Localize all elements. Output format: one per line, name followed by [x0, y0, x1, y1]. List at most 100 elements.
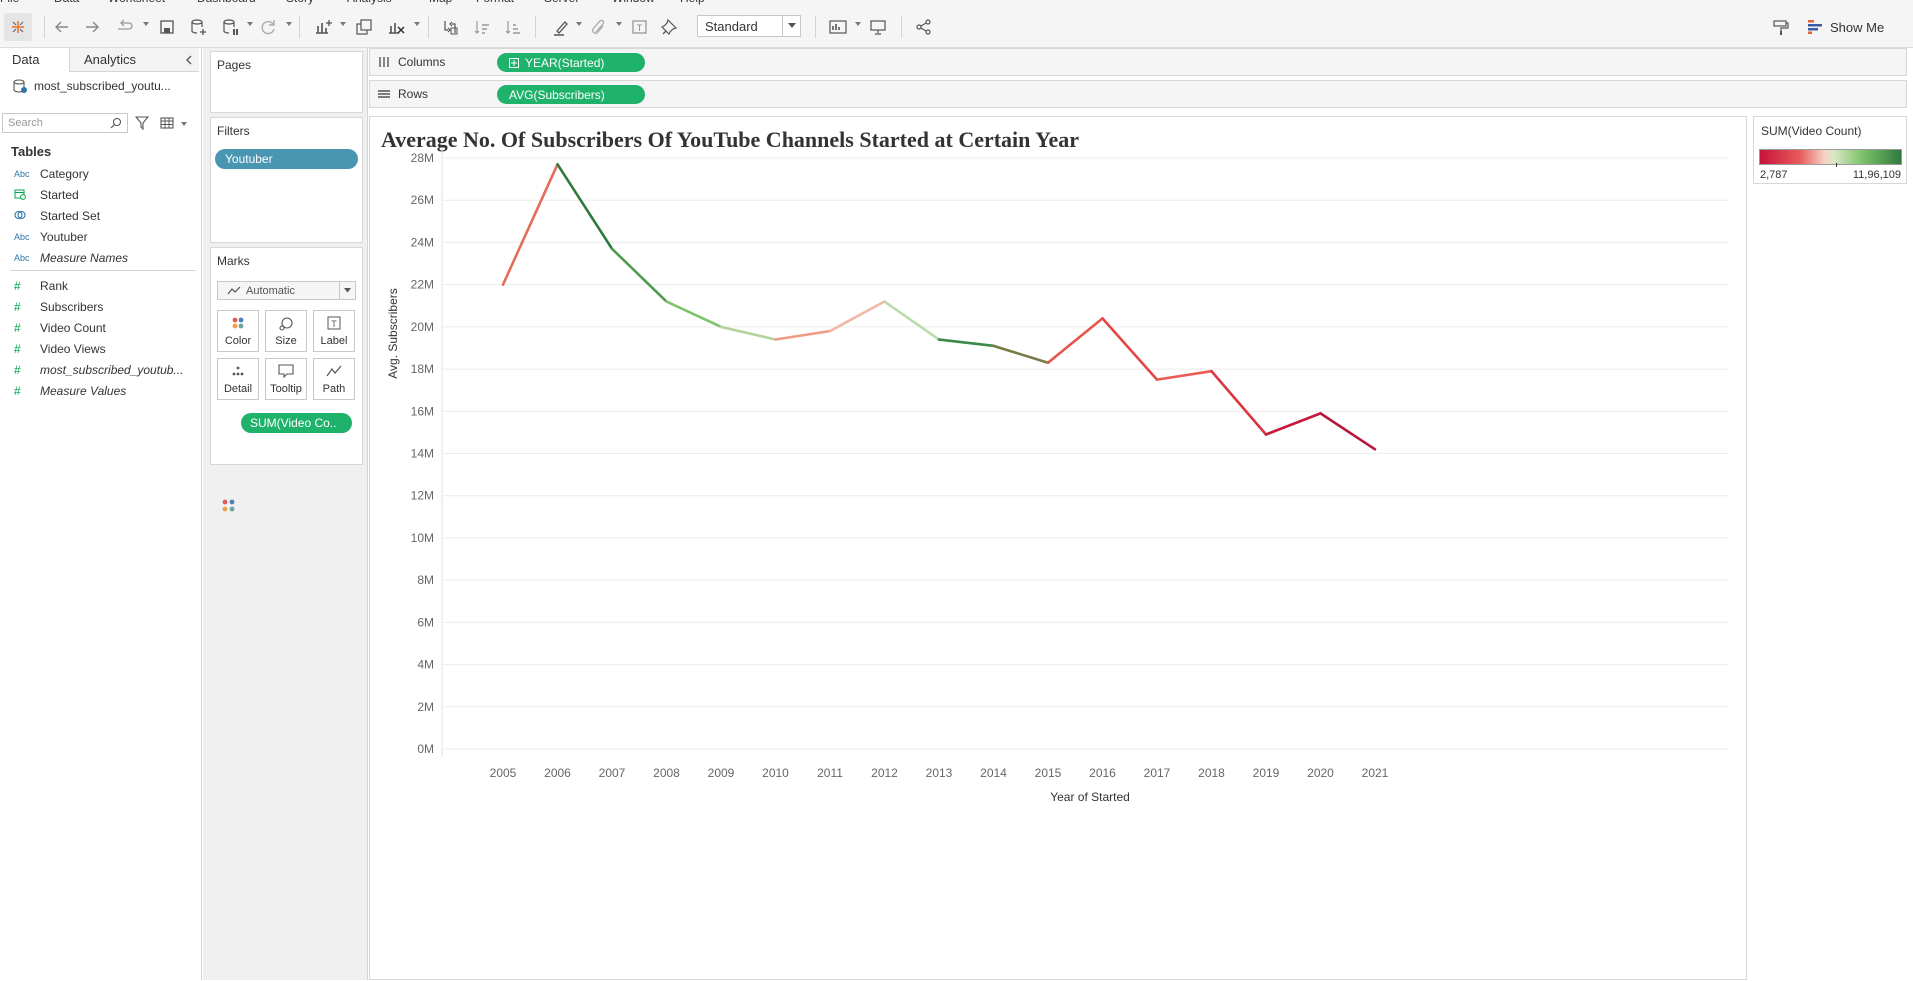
show-cards-icon[interactable]: [826, 15, 850, 39]
share-icon[interactable]: [912, 15, 936, 39]
save-icon[interactable]: [155, 15, 179, 39]
line-segment[interactable]: [610, 247, 668, 303]
line-segment[interactable]: [1319, 412, 1377, 451]
filter-icon[interactable]: [135, 116, 149, 130]
color-button[interactable]: Color: [217, 310, 259, 352]
new-worksheet-icon[interactable]: [311, 15, 335, 39]
view-options-caret[interactable]: [181, 122, 187, 126]
data-point[interactable]: [990, 342, 998, 350]
menu-item-map[interactable]: Map: [429, 0, 452, 5]
line-segment[interactable]: [1046, 317, 1104, 365]
line-segment[interactable]: [937, 338, 995, 348]
sort-descending-icon[interactable]: [501, 15, 525, 39]
field-youtuber[interactable]: Abc Youtuber: [0, 227, 200, 247]
rows-pill[interactable]: AVG(Subscribers): [497, 85, 645, 104]
group-icon[interactable]: [587, 15, 611, 39]
duplicate-icon[interactable]: [352, 15, 376, 39]
menu-item-story[interactable]: Story: [286, 0, 314, 5]
line-chart[interactable]: 0M 2M 4M 6M 8M 10M 12M 14M 16M 18M 20M 22M 24M 26M 28M…: [370, 117, 1748, 981]
data-point[interactable]: [608, 245, 616, 253]
field-rank[interactable]: # Rank: [0, 276, 200, 296]
search-input[interactable]: Search: [2, 113, 128, 133]
line-segment[interactable]: [501, 163, 559, 286]
field-record-count[interactable]: # most_subscribed_youtub...: [0, 360, 200, 380]
columns-shelf[interactable]: Columns YEAR(Started): [369, 48, 1907, 76]
field-video-views[interactable]: # Video Views: [0, 339, 200, 359]
color-field-pill[interactable]: SUM(Video Co..: [241, 413, 352, 433]
filters-card[interactable]: Filters Youtuber: [210, 117, 363, 243]
tableau-logo-icon[interactable]: [4, 13, 32, 41]
rows-shelf[interactable]: Rows AVG(Subscribers): [369, 80, 1907, 108]
line-segment[interactable]: [665, 300, 723, 329]
format-painter-icon[interactable]: [1769, 15, 1793, 39]
data-point[interactable]: [1099, 314, 1107, 322]
field-video-count[interactable]: # Video Count: [0, 318, 200, 338]
undo-icon[interactable]: [50, 15, 74, 39]
new-datasource-icon[interactable]: [186, 15, 210, 39]
field-started[interactable]: Started: [0, 185, 200, 205]
highlight-icon[interactable]: [549, 15, 573, 39]
size-button[interactable]: Size: [265, 310, 307, 352]
data-point[interactable]: [499, 281, 507, 289]
data-point[interactable]: [881, 298, 889, 306]
replay-icon[interactable]: [112, 15, 136, 39]
color-legend[interactable]: SUM(Video Count) 2,787 11,96,109: [1753, 116, 1907, 184]
path-button[interactable]: Path: [313, 358, 355, 400]
clear-sheet-icon[interactable]: [384, 15, 408, 39]
menu-item-help[interactable]: Help: [680, 0, 705, 5]
pages-card[interactable]: Pages: [210, 51, 363, 113]
filter-pill-youtuber[interactable]: Youtuber: [215, 149, 358, 169]
field-measure-values[interactable]: # Measure Values: [0, 381, 200, 401]
tab-analytics[interactable]: Analytics: [69, 48, 199, 72]
menu-item-server[interactable]: Server: [544, 0, 579, 5]
label-button[interactable]: T Label: [313, 310, 355, 352]
menu-item-data[interactable]: Data: [54, 0, 79, 5]
columns-pill[interactable]: YEAR(Started): [497, 53, 645, 72]
menu-item-window[interactable]: Window: [612, 0, 655, 5]
line-segment[interactable]: [1155, 369, 1213, 381]
refresh-icon[interactable]: [256, 15, 280, 39]
tooltip-button[interactable]: Tooltip: [265, 358, 307, 400]
data-point[interactable]: [1371, 445, 1379, 453]
line-segment[interactable]: [774, 329, 832, 341]
presentation-icon[interactable]: [866, 15, 890, 39]
expand-plus-icon[interactable]: [509, 57, 519, 68]
view-options-icon[interactable]: [160, 117, 174, 129]
show-me-button[interactable]: Show Me: [1808, 16, 1884, 38]
data-point[interactable]: [826, 327, 834, 335]
line-segment[interactable]: [992, 344, 1050, 365]
collapse-pane-icon[interactable]: [185, 55, 193, 65]
data-point[interactable]: [772, 336, 780, 344]
menu-item-worksheet[interactable]: Worksheet: [108, 0, 165, 5]
redo-icon[interactable]: [80, 15, 104, 39]
data-point[interactable]: [554, 160, 562, 168]
fit-select[interactable]: Standard: [697, 15, 801, 37]
field-measure-names[interactable]: Abc Measure Names: [0, 248, 200, 268]
data-point[interactable]: [1153, 376, 1161, 384]
menu-item-analysis[interactable]: Analysis: [347, 0, 392, 5]
tab-data[interactable]: Data: [0, 48, 69, 72]
menu-item-dashboard[interactable]: Dashboard: [197, 0, 256, 5]
data-point[interactable]: [717, 323, 725, 331]
line-segment[interactable]: [883, 300, 941, 341]
data-point[interactable]: [663, 298, 671, 306]
line-segment[interactable]: [556, 163, 614, 251]
data-point[interactable]: [1262, 431, 1270, 439]
pin-icon[interactable]: [658, 15, 682, 39]
swap-icon[interactable]: [438, 15, 462, 39]
line-segment[interactable]: [828, 300, 886, 333]
field-started-set[interactable]: Started Set: [0, 206, 200, 226]
line-segment[interactable]: [719, 325, 777, 341]
data-point[interactable]: [1317, 409, 1325, 417]
line-segment[interactable]: [1264, 412, 1322, 436]
detail-button[interactable]: Detail: [217, 358, 259, 400]
menu-item-format[interactable]: Format: [476, 0, 514, 5]
datasource-item[interactable]: most_subscribed_youtu...: [12, 78, 171, 94]
field-category[interactable]: Abc Category: [0, 164, 200, 184]
line-segment[interactable]: [1210, 369, 1268, 436]
show-labels-icon[interactable]: T: [628, 15, 652, 39]
data-point[interactable]: [935, 336, 943, 344]
pause-autoupdate-icon[interactable]: [218, 15, 242, 39]
data-point[interactable]: [1044, 359, 1052, 367]
field-subscribers[interactable]: # Subscribers: [0, 297, 200, 317]
